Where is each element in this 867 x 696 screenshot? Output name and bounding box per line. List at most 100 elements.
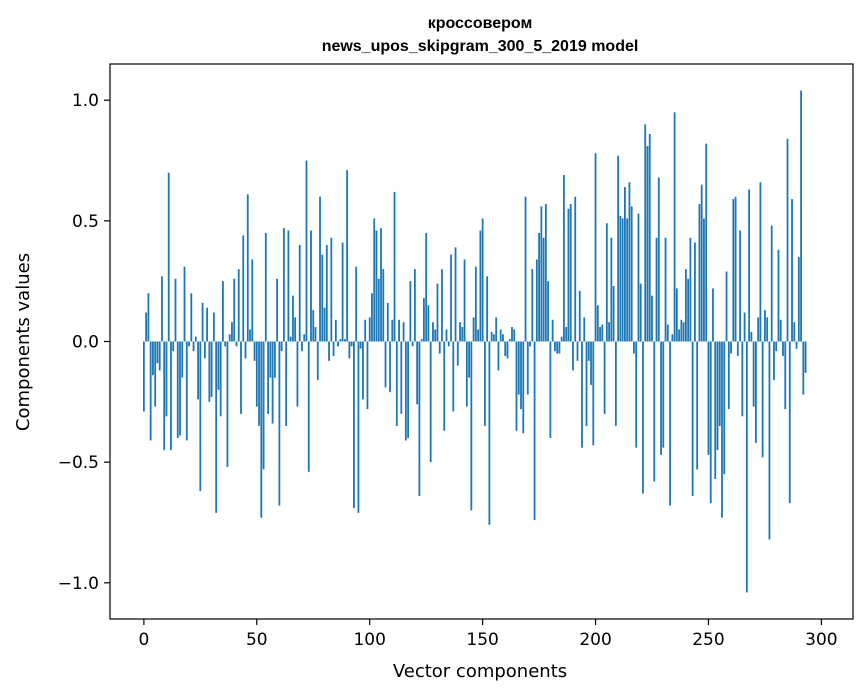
bar-50 — [255, 341, 258, 407]
bar-230 — [662, 341, 665, 448]
bar-91 — [348, 341, 351, 359]
bar-85 — [334, 319, 337, 342]
bar-112 — [395, 341, 398, 426]
bar-104 — [377, 278, 380, 342]
bar-95 — [357, 341, 360, 513]
bar-192 — [576, 341, 579, 361]
bar-123 — [420, 339, 423, 342]
x-tick-label: 250 — [692, 630, 724, 650]
bar-98 — [364, 319, 367, 342]
bar-45 — [244, 341, 247, 359]
bar-194 — [581, 341, 583, 448]
bar-51 — [258, 341, 260, 426]
chart-title: кроссовером — [428, 15, 533, 32]
bar-130 — [436, 283, 439, 342]
bar-134 — [445, 329, 448, 342]
bar-251 — [709, 341, 712, 504]
bar-220 — [639, 283, 642, 342]
bar-80 — [323, 307, 326, 342]
x-axis-label: Vector components — [393, 661, 567, 682]
bar-202 — [599, 327, 601, 342]
bar-172 — [531, 269, 534, 342]
bar-109 — [389, 341, 391, 393]
bar-132 — [441, 269, 443, 342]
bar-199 — [592, 341, 595, 446]
bar-56 — [269, 341, 272, 378]
bar-60 — [278, 341, 281, 506]
bar-156 — [495, 317, 498, 342]
bar-151 — [483, 341, 486, 426]
bar-283 — [782, 341, 784, 356]
bar-32 — [215, 341, 218, 513]
bar-173 — [533, 341, 536, 521]
bar-82 — [328, 341, 330, 361]
bar-42 — [237, 269, 240, 342]
bar-153 — [488, 341, 491, 525]
bar-124 — [423, 298, 425, 342]
bar-83 — [330, 237, 333, 342]
bar-207 — [610, 237, 613, 342]
bar-253 — [714, 341, 717, 480]
bar-167 — [520, 341, 522, 410]
bar-49 — [253, 341, 256, 361]
bar-33 — [217, 341, 220, 390]
bar-277 — [768, 341, 771, 540]
bar-160 — [504, 341, 507, 356]
bar-71 — [303, 334, 306, 342]
bar-243 — [691, 341, 694, 496]
bar-217 — [633, 341, 635, 354]
bar-175 — [538, 232, 540, 342]
bar-27 — [203, 341, 206, 359]
bar-81 — [325, 244, 328, 342]
bar-271 — [754, 341, 757, 443]
bar-262 — [734, 196, 737, 342]
x-tick-label: 200 — [579, 630, 611, 650]
y-tick-label: 0.5 — [72, 212, 99, 232]
bar-150 — [481, 218, 484, 342]
bar-214 — [626, 218, 629, 342]
bar-196 — [585, 341, 588, 426]
bar-96 — [359, 341, 362, 349]
bar-135 — [447, 341, 450, 347]
bar-286 — [788, 341, 791, 504]
bar-94 — [355, 266, 358, 342]
bar-55 — [267, 341, 269, 414]
bar-164 — [513, 329, 516, 342]
bar-13 — [172, 341, 175, 352]
bar-244 — [694, 242, 696, 342]
bar-140 — [459, 322, 461, 342]
bar-181 — [551, 319, 554, 342]
bar-256 — [721, 341, 723, 518]
bar-136 — [450, 254, 452, 342]
bar-40 — [233, 278, 236, 342]
bar-275 — [764, 310, 766, 342]
bar-285 — [786, 138, 789, 342]
x-tick-label: 100 — [353, 630, 385, 650]
bar-87 — [339, 339, 342, 342]
bar-263 — [736, 341, 739, 356]
bar-118 — [409, 281, 412, 342]
bar-89 — [343, 339, 346, 342]
bar-19 — [185, 341, 188, 441]
bar-6 — [156, 341, 159, 364]
bar-88 — [341, 242, 344, 342]
bar-3 — [149, 341, 152, 441]
bar-273 — [759, 182, 762, 342]
bar-276 — [766, 317, 769, 342]
bar-174 — [535, 259, 538, 342]
bar-161 — [506, 341, 509, 359]
bar-47 — [249, 329, 251, 342]
bar-187 — [565, 327, 568, 342]
bar-143 — [465, 341, 468, 407]
bar-176 — [540, 206, 543, 342]
bar-280 — [775, 341, 778, 352]
bar-10 — [165, 341, 168, 417]
bar-108 — [386, 302, 389, 342]
bar-266 — [743, 312, 746, 342]
bar-78 — [319, 196, 321, 342]
bar-278 — [770, 225, 773, 342]
bar-225 — [651, 295, 653, 342]
bar-44 — [242, 235, 245, 342]
bar-86 — [337, 341, 339, 347]
bar-195 — [583, 317, 586, 342]
